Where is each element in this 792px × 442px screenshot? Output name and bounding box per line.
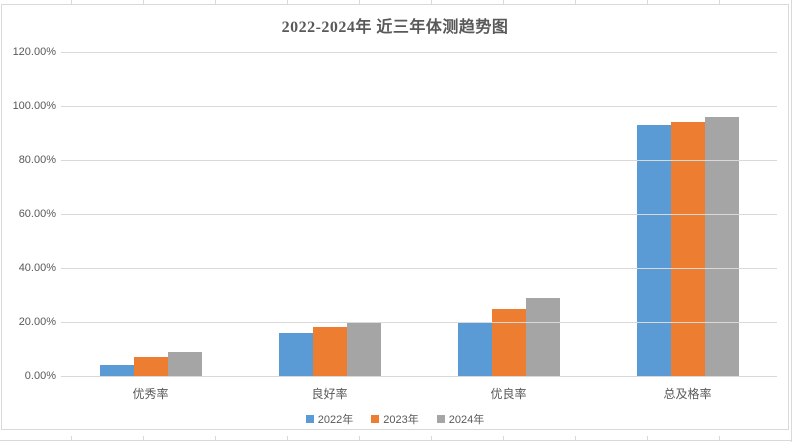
bar-group	[240, 52, 419, 376]
bar[interactable]	[525, 297, 560, 376]
sheet-gridline	[575, 0, 576, 4]
legend-item[interactable]: 2023年	[371, 411, 419, 427]
bar-group	[419, 52, 598, 376]
gridline	[61, 321, 777, 323]
bar[interactable]	[491, 308, 526, 376]
x-tick-label: 优秀率	[132, 387, 169, 401]
sheet-gridline	[143, 0, 144, 4]
bar[interactable]	[457, 322, 492, 376]
legend-item[interactable]: 2022年	[305, 411, 354, 427]
sheet-gridline	[719, 0, 720, 4]
legend-swatch-icon	[305, 415, 314, 423]
legend-label: 2022年	[317, 414, 354, 426]
sheet-gridline	[647, 436, 648, 440]
sheet-gridline	[143, 436, 144, 440]
legend-label: 2024年	[448, 414, 485, 426]
sheet-gridline	[71, 436, 72, 440]
sheet-gridline	[215, 436, 216, 440]
sheet-gridline	[503, 436, 504, 440]
bar[interactable]	[636, 124, 671, 376]
sheet-gridline	[575, 436, 576, 440]
sheet-gridline	[71, 0, 72, 4]
sheet-gridline	[719, 436, 720, 440]
y-tick-label: 120.00%	[12, 46, 56, 58]
bar[interactable]	[670, 122, 705, 376]
y-tick-label: 100.00%	[12, 100, 56, 112]
sheet-gridline	[359, 436, 360, 440]
bar[interactable]	[346, 322, 381, 376]
sheet-gridline	[503, 0, 504, 4]
gridline	[61, 159, 777, 161]
y-tick-label: 20.00%	[18, 316, 56, 328]
y-tick-label: 40.00%	[18, 262, 56, 274]
chart-title: 2022-2024年 近三年体测趋势图	[281, 19, 509, 36]
legend-label: 2023年	[383, 414, 419, 426]
x-tick-label: 总及格率	[663, 387, 712, 401]
gridline	[61, 213, 777, 215]
bar[interactable]	[312, 327, 347, 376]
sheet-gridline	[359, 0, 360, 4]
sheet-gridline	[287, 436, 288, 440]
legend-swatch-icon	[436, 415, 445, 423]
bar[interactable]	[278, 332, 313, 376]
gridline	[61, 375, 777, 377]
y-tick-label: 80.00%	[18, 154, 56, 166]
gridline	[61, 51, 777, 53]
y-tick-label: 60.00%	[18, 208, 56, 220]
chart-frame: 2022-2024年 近三年体测趋势图 0.00% 20.00% 40.00% 60.…	[1, 4, 789, 430]
sheet-gridline	[647, 0, 648, 4]
bar[interactable]	[99, 365, 134, 376]
sheet-gridline	[215, 0, 216, 4]
bar[interactable]	[704, 116, 739, 376]
x-tick-label: 良好率	[311, 387, 348, 401]
sheet-gridline	[431, 0, 432, 4]
legend-swatch-icon	[371, 415, 380, 423]
sheet-gridline	[0, 440, 792, 441]
legend: 2022年 2023年 2024年	[2, 411, 788, 427]
bar-group	[61, 52, 240, 376]
x-tick-label: 优良率	[490, 387, 527, 401]
bar[interactable]	[133, 357, 168, 376]
sheet-gridline	[431, 436, 432, 440]
bar[interactable]	[167, 351, 202, 376]
legend-item[interactable]: 2024年	[436, 411, 485, 427]
gridline	[61, 267, 777, 269]
gridline	[61, 105, 777, 107]
sheet-gridline	[287, 0, 288, 4]
y-tick-label: 0.00%	[24, 370, 56, 382]
